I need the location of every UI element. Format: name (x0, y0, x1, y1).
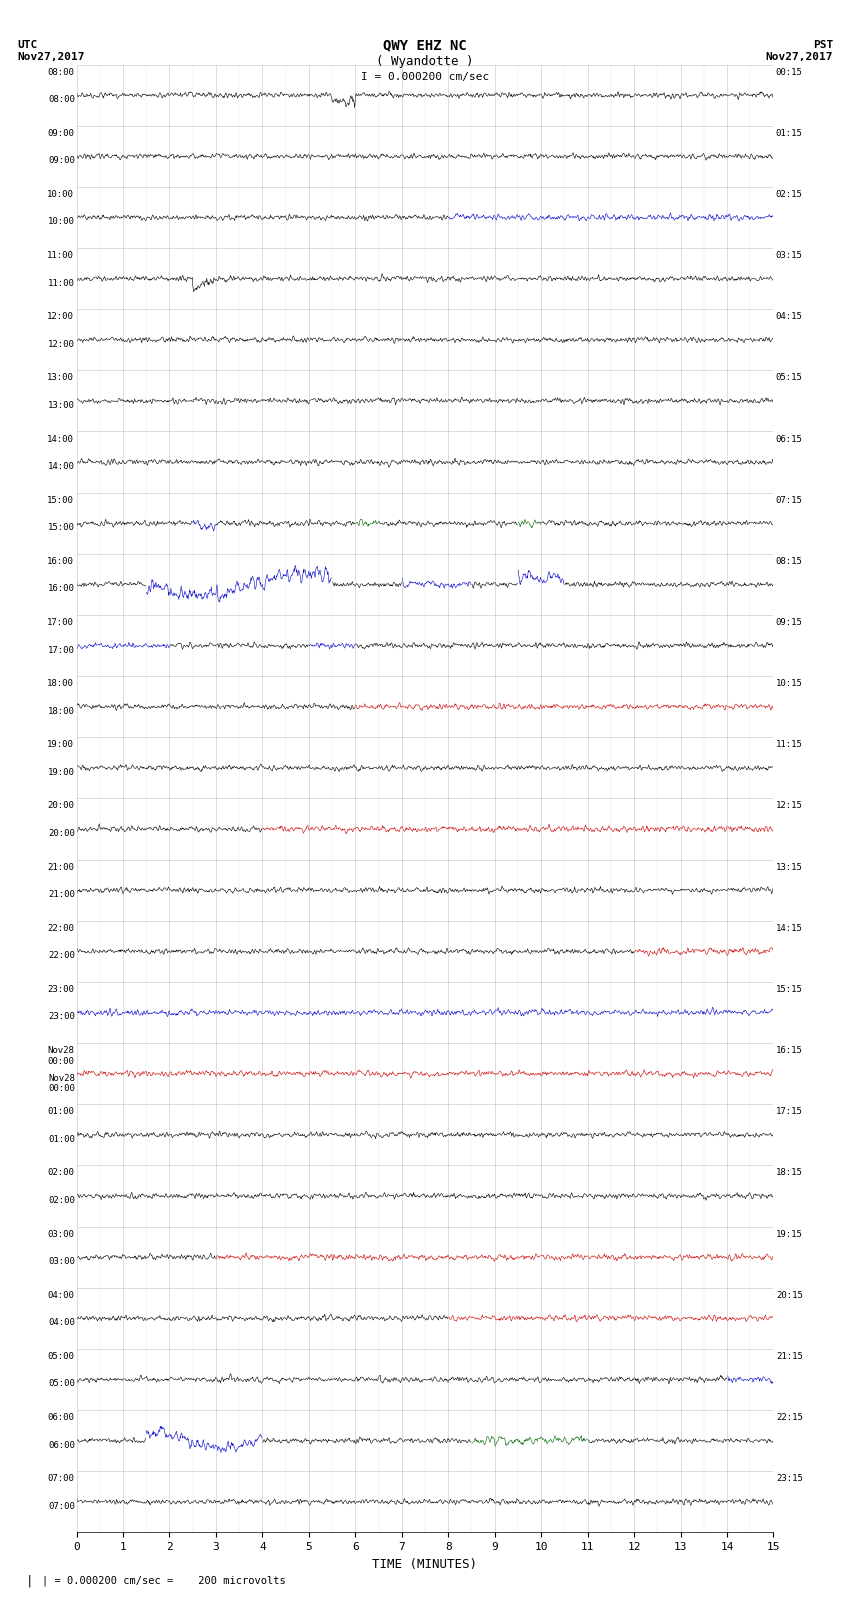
Text: 09:15: 09:15 (776, 618, 802, 627)
Text: |: | (26, 1574, 33, 1587)
Text: 17:00: 17:00 (48, 618, 74, 627)
Text: 05:15: 05:15 (776, 373, 802, 382)
Text: 06:00: 06:00 (48, 1440, 75, 1450)
Text: 23:00: 23:00 (48, 986, 74, 994)
Text: 13:00: 13:00 (48, 402, 75, 410)
Text: 03:15: 03:15 (776, 252, 802, 260)
Text: 10:00: 10:00 (48, 190, 74, 198)
Text: 14:00: 14:00 (48, 461, 75, 471)
Text: 09:00: 09:00 (48, 129, 74, 137)
Text: 11:00: 11:00 (48, 279, 75, 287)
Text: 01:00: 01:00 (48, 1107, 74, 1116)
Text: 09:00: 09:00 (48, 156, 75, 165)
Text: 06:00: 06:00 (48, 1413, 74, 1423)
Text: 04:00: 04:00 (48, 1318, 75, 1327)
X-axis label: TIME (MINUTES): TIME (MINUTES) (372, 1558, 478, 1571)
Text: 11:00: 11:00 (48, 252, 74, 260)
Text: 00:15: 00:15 (776, 68, 802, 76)
Text: | = 0.000200 cm/sec =    200 microvolts: | = 0.000200 cm/sec = 200 microvolts (42, 1576, 286, 1586)
Text: 03:00: 03:00 (48, 1257, 75, 1266)
Text: Nov28
00:00: Nov28 00:00 (48, 1047, 74, 1066)
Text: 21:00: 21:00 (48, 890, 75, 898)
Text: 20:00: 20:00 (48, 829, 75, 839)
Text: 13:00: 13:00 (48, 373, 74, 382)
Text: 17:15: 17:15 (776, 1107, 802, 1116)
Text: 02:00: 02:00 (48, 1168, 74, 1177)
Text: 03:00: 03:00 (48, 1229, 74, 1239)
Text: 14:15: 14:15 (776, 924, 802, 932)
Text: 19:00: 19:00 (48, 740, 74, 750)
Text: 19:15: 19:15 (776, 1229, 802, 1239)
Text: 14:00: 14:00 (48, 434, 74, 444)
Text: 20:00: 20:00 (48, 802, 74, 810)
Text: 13:15: 13:15 (776, 863, 802, 871)
Text: 01:15: 01:15 (776, 129, 802, 137)
Text: 02:00: 02:00 (48, 1195, 75, 1205)
Text: 21:15: 21:15 (776, 1352, 802, 1361)
Text: 21:00: 21:00 (48, 863, 74, 871)
Text: 17:00: 17:00 (48, 645, 75, 655)
Text: 18:00: 18:00 (48, 679, 74, 689)
Text: 15:15: 15:15 (776, 986, 802, 994)
Text: 16:00: 16:00 (48, 584, 75, 594)
Text: 23:00: 23:00 (48, 1013, 75, 1021)
Text: 08:00: 08:00 (48, 68, 74, 76)
Text: 10:00: 10:00 (48, 218, 75, 226)
Text: 11:15: 11:15 (776, 740, 802, 750)
Text: 15:00: 15:00 (48, 523, 75, 532)
Text: 20:15: 20:15 (776, 1290, 802, 1300)
Text: PST
Nov27,2017: PST Nov27,2017 (766, 40, 833, 61)
Text: 22:15: 22:15 (776, 1413, 802, 1423)
Text: QWY EHZ NC: QWY EHZ NC (383, 39, 467, 52)
Text: 15:00: 15:00 (48, 495, 74, 505)
Text: ( Wyandotte ): ( Wyandotte ) (377, 55, 473, 68)
Text: 22:00: 22:00 (48, 924, 74, 932)
Text: I = 0.000200 cm/sec: I = 0.000200 cm/sec (361, 73, 489, 82)
Text: 04:00: 04:00 (48, 1290, 74, 1300)
Text: 12:00: 12:00 (48, 313, 74, 321)
Text: 05:00: 05:00 (48, 1379, 75, 1389)
Text: 22:00: 22:00 (48, 952, 75, 960)
Text: 07:00: 07:00 (48, 1502, 75, 1511)
Text: 02:15: 02:15 (776, 190, 802, 198)
Text: 16:00: 16:00 (48, 556, 74, 566)
Text: 06:15: 06:15 (776, 434, 802, 444)
Text: 05:00: 05:00 (48, 1352, 74, 1361)
Text: 19:00: 19:00 (48, 768, 75, 777)
Text: 16:15: 16:15 (776, 1047, 802, 1055)
Text: 18:15: 18:15 (776, 1168, 802, 1177)
Text: 12:00: 12:00 (48, 340, 75, 348)
Text: 08:00: 08:00 (48, 95, 75, 105)
Text: 01:00: 01:00 (48, 1136, 75, 1144)
Text: 23:15: 23:15 (776, 1474, 802, 1484)
Text: 04:15: 04:15 (776, 313, 802, 321)
Text: Nov28
00:00: Nov28 00:00 (48, 1074, 75, 1094)
Text: UTC
Nov27,2017: UTC Nov27,2017 (17, 40, 84, 61)
Text: 18:00: 18:00 (48, 706, 75, 716)
Text: 12:15: 12:15 (776, 802, 802, 810)
Text: 08:15: 08:15 (776, 556, 802, 566)
Text: 10:15: 10:15 (776, 679, 802, 689)
Text: 07:15: 07:15 (776, 495, 802, 505)
Text: 07:00: 07:00 (48, 1474, 74, 1484)
